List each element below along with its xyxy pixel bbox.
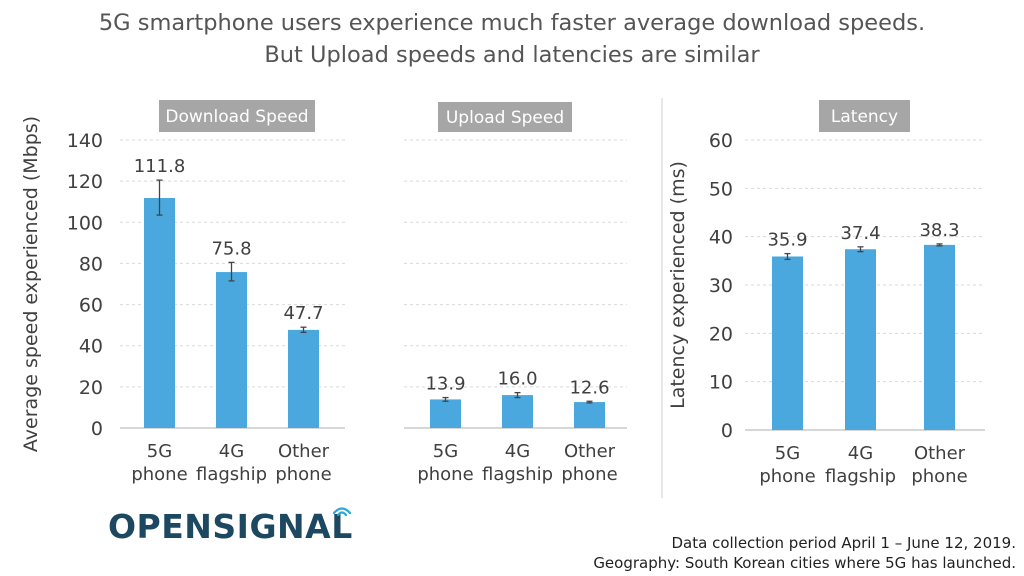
- y-tick-label: 10: [709, 372, 733, 394]
- y-tick-label: 60: [79, 295, 103, 317]
- x-tick-label: phone: [561, 464, 617, 485]
- y-axis-label: Latency experienced (ms): [667, 161, 689, 409]
- x-tick-label: 5G: [775, 443, 800, 464]
- data-label: 12.6: [569, 377, 609, 398]
- panel-label-box: [159, 100, 315, 132]
- x-tick-label: phone: [131, 464, 187, 485]
- panel-label-box: [819, 100, 910, 132]
- bar: [216, 272, 247, 428]
- x-tick-label: Other: [278, 441, 330, 462]
- data-label: 35.9: [767, 230, 807, 251]
- x-tick-label: Other: [564, 441, 616, 462]
- x-tick-label: phone: [275, 464, 331, 485]
- y-tick-label: 0: [91, 418, 103, 440]
- bar: [772, 256, 803, 430]
- panel-label: Upload Speed: [446, 108, 564, 128]
- x-tick-label: 5G: [433, 441, 458, 462]
- data-label: 13.9: [425, 374, 465, 395]
- x-tick-label: 5G: [147, 441, 172, 462]
- x-tick-label: flagship: [482, 464, 553, 485]
- x-tick-label: 4G: [219, 441, 244, 462]
- chart-title-line2: But Upload speeds and latencies are simi…: [264, 42, 760, 68]
- y-tick-label: 140: [67, 130, 103, 152]
- x-tick-label: phone: [759, 466, 815, 487]
- data-label: 111.8: [134, 156, 186, 177]
- bar: [144, 198, 175, 428]
- x-tick-label: 4G: [505, 441, 530, 462]
- y-tick-label: 100: [67, 212, 103, 234]
- data-label: 37.4: [840, 223, 880, 244]
- footnote-geography: Geography: South Korean cities where 5G …: [593, 554, 1016, 572]
- opensignal-logo: OPENSIGNAL: [108, 503, 358, 553]
- x-tick-label: phone: [417, 464, 473, 485]
- bar: [924, 244, 955, 430]
- y-tick-label: 20: [709, 323, 733, 345]
- y-tick-label: 80: [79, 253, 103, 275]
- x-tick-label: flagship: [196, 464, 267, 485]
- bar: [502, 395, 533, 428]
- x-tick-label: 4G: [848, 443, 873, 464]
- bar: [574, 402, 605, 428]
- data-label: 47.7: [283, 303, 323, 324]
- y-tick-label: 30: [709, 275, 733, 297]
- y-tick-label: 40: [79, 336, 103, 358]
- data-label: 75.8: [211, 238, 251, 259]
- panel-label: Download Speed: [165, 107, 308, 127]
- panel-label: Latency: [831, 107, 898, 127]
- x-tick-label: Other: [914, 443, 966, 464]
- panel-label-box: [438, 102, 572, 132]
- logo-text: OPENSIGNAL: [108, 507, 353, 546]
- data-label: 38.3: [919, 220, 959, 241]
- y-tick-label: 20: [79, 377, 103, 399]
- footnote-collection-period: Data collection period April 1 – June 12…: [671, 534, 1016, 552]
- x-tick-label: flagship: [825, 466, 896, 487]
- bar: [845, 249, 876, 430]
- y-tick-label: 60: [709, 130, 733, 152]
- data-label: 16.0: [497, 369, 537, 390]
- bar: [430, 399, 461, 428]
- y-tick-label: 0: [721, 420, 733, 442]
- bar: [288, 329, 319, 428]
- y-axis-label: Average speed experienced (Mbps): [20, 116, 42, 452]
- y-tick-label: 40: [709, 227, 733, 249]
- signal-waves-icon: [332, 507, 352, 517]
- chart-title-line1: 5G smartphone users experience much fast…: [98, 10, 926, 36]
- y-tick-label: 50: [709, 178, 733, 200]
- y-tick-label: 120: [67, 171, 103, 193]
- x-tick-label: phone: [911, 466, 967, 487]
